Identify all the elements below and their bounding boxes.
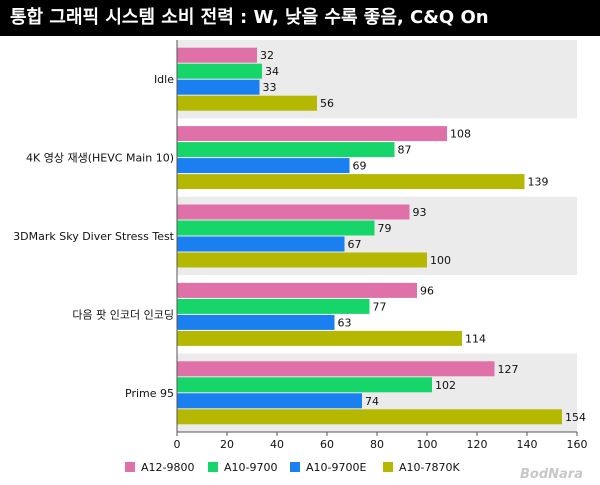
data-label: 102 <box>435 379 456 392</box>
bar <box>177 204 410 220</box>
x-tick-label: 140 <box>517 438 538 451</box>
x-tick-label: 120 <box>467 438 488 451</box>
title-bar: 통합 그래픽 시스템 소비 전력 : W, 낮을 수록 좋음, C&Q On <box>0 0 600 36</box>
bar <box>177 282 417 298</box>
chart-title: 통합 그래픽 시스템 소비 전력 : W, 낮을 수록 좋음, C&Q On <box>10 7 489 28</box>
data-label: 74 <box>365 395 379 408</box>
axes <box>176 40 578 436</box>
x-tick-label: 80 <box>370 438 384 451</box>
bar <box>177 158 350 174</box>
bars <box>177 47 562 425</box>
category-label: 다음 팟 인코더 인코딩 <box>72 308 174 321</box>
category-label: Prime 95 <box>125 387 174 400</box>
category-label: Idle <box>154 73 174 86</box>
bar <box>177 95 317 111</box>
data-label: 127 <box>498 363 519 376</box>
bar <box>177 79 260 95</box>
data-label: 34 <box>265 65 279 78</box>
bar <box>177 126 447 142</box>
bar <box>177 47 257 63</box>
data-label: 114 <box>465 332 486 345</box>
bar <box>177 409 562 425</box>
x-tick-label: 0 <box>174 438 181 451</box>
data-label: 69 <box>353 160 367 173</box>
category-label: 4K 영상 재생(HEVC Main 10) <box>26 152 174 165</box>
legend-swatch <box>125 462 135 472</box>
x-tick-label: 100 <box>417 438 438 451</box>
bar <box>177 377 432 393</box>
watermark: BodNara <box>520 467 583 482</box>
bar <box>177 220 375 236</box>
legend-swatch <box>208 462 218 472</box>
data-label: 63 <box>338 316 352 329</box>
data-label: 79 <box>378 222 392 235</box>
data-label: 93 <box>413 206 427 219</box>
bar <box>177 174 525 190</box>
data-label: 77 <box>373 300 387 313</box>
legend: A12-9800 A10-9700 A10-9700E A10-7870K <box>125 461 460 474</box>
legend-swatch <box>290 462 300 472</box>
legend-swatch <box>383 462 393 472</box>
bar <box>177 314 335 330</box>
data-label: 87 <box>398 144 412 157</box>
x-tick-label: 60 <box>320 438 334 451</box>
x-tick-label: 40 <box>270 438 284 451</box>
x-tick-label: 160 <box>567 438 588 451</box>
data-label: 108 <box>450 128 471 141</box>
data-label: 67 <box>348 238 362 251</box>
labels: 32 34 33 56 Idle 108 87 69 139 4K 영상 재생(HEVC Main… <box>13 49 587 451</box>
x-tick-label: 20 <box>220 438 234 451</box>
bar <box>177 330 462 346</box>
data-label: 139 <box>528 176 549 189</box>
bar <box>177 361 495 377</box>
chart: 32 34 33 56 Idle 108 87 69 139 4K 영상 재생(HEVC Main… <box>13 40 588 482</box>
bar <box>177 393 362 409</box>
bar <box>177 63 262 79</box>
data-label: 32 <box>260 49 274 62</box>
bar <box>177 142 395 158</box>
legend-label: A10-7870K <box>399 461 460 474</box>
bar <box>177 236 345 252</box>
category-label: 3DMark Sky Diver Stress Test <box>13 230 175 243</box>
legend-label: A10-9700 <box>224 461 278 474</box>
legend-label: A12-9800 <box>141 461 195 474</box>
data-label: 154 <box>565 411 586 424</box>
data-label: 56 <box>320 97 334 110</box>
data-label: 33 <box>263 81 277 94</box>
data-label: 96 <box>420 284 434 297</box>
legend-label: A10-9700E <box>306 461 366 474</box>
bar <box>177 252 427 268</box>
data-label: 100 <box>430 254 451 267</box>
bar <box>177 298 370 314</box>
